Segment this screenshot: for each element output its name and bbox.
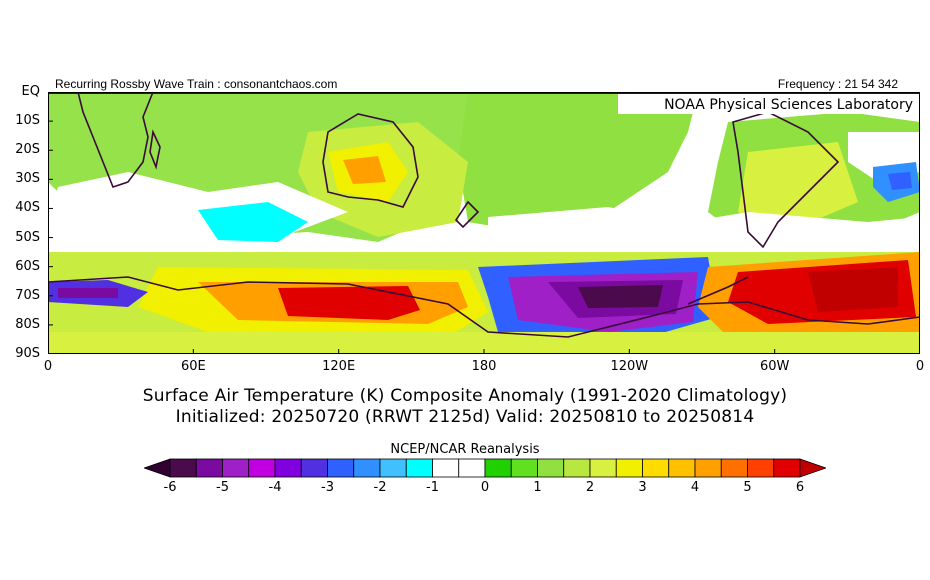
x-tick-label: 60W: [759, 359, 790, 374]
x-tick-label: 60E: [180, 359, 206, 374]
colorbar-swatch: [458, 458, 486, 478]
colorbar-swatch: [169, 458, 197, 478]
header-source-text: Recurring Rossby Wave Train : consonantc…: [55, 77, 338, 91]
colorbar-label: -1: [426, 480, 439, 495]
colorbar-title: NCEP/NCAR Reanalysis: [390, 442, 540, 457]
y-tick-label: 30S: [15, 171, 40, 187]
anomaly-region-darkest-ross: [578, 285, 663, 308]
colorbar-swatch: [327, 458, 355, 478]
anomaly-map: NOAA Physical Sciences Laboratory: [48, 92, 920, 354]
anomaly-region-patagonia-yellow: [738, 142, 858, 232]
x-tick-label: 0: [43, 359, 53, 374]
colorbar-swatch: [379, 458, 407, 478]
anomaly-region-pacific-green: [458, 92, 698, 232]
coastline-layer: [48, 92, 920, 338]
y-tick-label: 20S: [15, 142, 40, 158]
colorbar-swatch: [432, 458, 460, 478]
colorbar-high-arrow: [799, 458, 828, 478]
colorbar-swatch: [668, 458, 696, 478]
anomaly-region-australia-core: [343, 156, 386, 184]
colorbar-label: 6: [795, 480, 805, 495]
colorbar-label: 3: [638, 480, 647, 495]
colorbar: [142, 458, 828, 478]
x-tick-marks: [48, 349, 920, 354]
colorbar-swatch: [274, 458, 302, 478]
anomaly-region-white-pacific: [488, 207, 920, 257]
anomaly-region-cyan-indian: [198, 202, 308, 242]
colorbar-swatch: [615, 458, 643, 478]
coast-south-america: [732, 111, 840, 249]
coast-antarctic-peninsula: [687, 276, 749, 305]
anomaly-region-red-antarctic-east: [278, 286, 420, 320]
colorbar-swatch: [537, 458, 565, 478]
colorbar-label: -5: [216, 480, 229, 495]
colorbar-label: -3: [321, 480, 334, 495]
chart-title-line2: Initialized: 20250720 (RRWT 2125d) Valid…: [175, 407, 755, 427]
colorbar-label: 1: [533, 480, 542, 495]
y-tick-label: 70S: [15, 287, 40, 303]
colorbar-swatch: [642, 458, 670, 478]
header-frequency-text: Frequency : 21 54 342: [777, 77, 898, 91]
y-tick-label: 80S: [15, 316, 40, 332]
colorbar-low-arrow: [142, 458, 171, 478]
colorbar-label: 0: [480, 480, 490, 495]
colorbar-swatch: [405, 458, 433, 478]
colorbar-swatch: [694, 458, 722, 478]
colorbar-swatch: [773, 458, 801, 478]
y-tick-label: 90S: [15, 346, 40, 361]
colorbar-label: 2: [585, 480, 595, 495]
chart-title-line1: Surface Air Temperature (K) Composite An…: [142, 386, 788, 406]
colorbar-swatch: [222, 458, 250, 478]
x-tick-label: 120E: [322, 359, 356, 374]
coast-africa: [77, 92, 154, 188]
colorbar-label: 4: [690, 480, 700, 495]
colorbar-swatch: [353, 458, 381, 478]
colorbar-swatch: [563, 458, 591, 478]
anomaly-region-cool-queenmaud-core: [58, 288, 118, 298]
colorbar-swatch: [484, 458, 512, 478]
colorbar-swatch: [300, 458, 328, 478]
y-tick-label: 10S: [15, 113, 40, 129]
y-tick-label: EQ: [21, 84, 40, 99]
coast-newzealand: [454, 200, 480, 229]
x-tick-label: 120W: [610, 359, 649, 374]
x-tick-label: 0: [915, 359, 925, 374]
antarctic-interior-band: [48, 332, 920, 354]
colorbar-swatch: [589, 458, 617, 478]
coast-antarctica: [48, 276, 920, 338]
coast-madagascar: [149, 129, 161, 170]
y-tick-label: 60S: [15, 258, 40, 274]
y-tick-marks: [48, 92, 53, 354]
coast-australia: [322, 113, 419, 208]
colorbar-label: -2: [373, 480, 387, 495]
anomaly-region-darkred-weddell: [808, 267, 898, 312]
colorbar-label: 5: [743, 480, 752, 495]
anomaly-region-blue-atlantic-core: [888, 172, 912, 190]
colorbar-swatch: [747, 458, 775, 478]
colorbar-swatch: [248, 458, 276, 478]
colorbar-swatch: [195, 458, 223, 478]
x-tick-label: 180: [471, 359, 497, 374]
colorbar-swatch: [510, 458, 538, 478]
y-tick-label: 40S: [15, 200, 40, 216]
y-tick-label: 50S: [15, 229, 40, 245]
colorbar-swatch: [720, 458, 748, 478]
map-credit-text: NOAA Physical Sciences Laboratory: [664, 97, 913, 113]
credit-backdrop: [618, 94, 918, 114]
colorbar-label: -4: [268, 480, 282, 495]
colorbar-label: -6: [163, 480, 177, 495]
